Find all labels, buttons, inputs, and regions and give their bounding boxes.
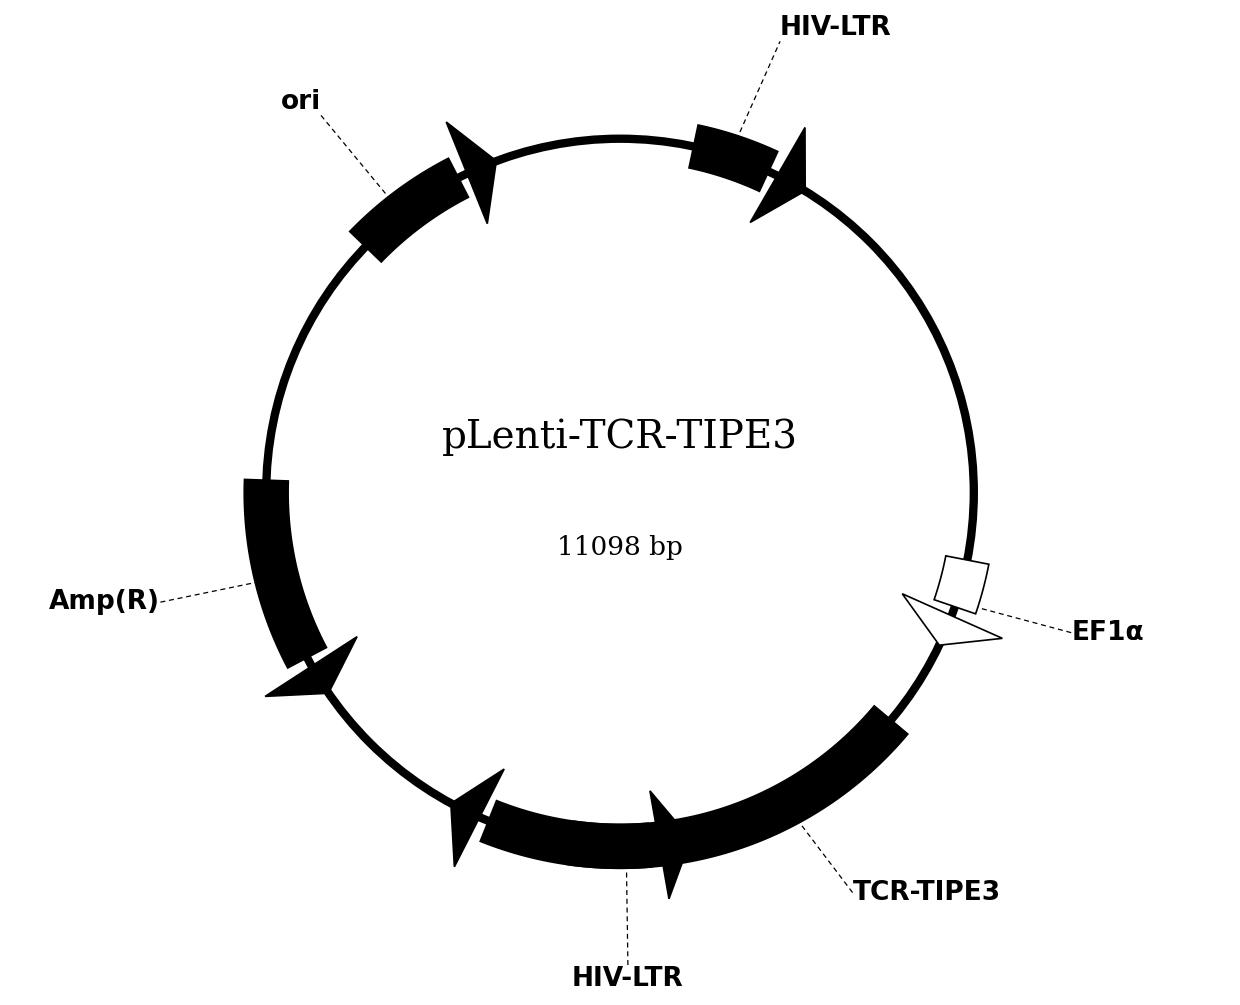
Polygon shape (568, 821, 652, 868)
Text: EF1α: EF1α (1071, 620, 1143, 645)
Text: ori: ori (280, 89, 321, 116)
Polygon shape (244, 479, 326, 668)
Polygon shape (446, 122, 496, 224)
Polygon shape (903, 594, 1002, 645)
Polygon shape (650, 791, 691, 898)
Polygon shape (689, 125, 777, 191)
Polygon shape (350, 158, 469, 262)
Polygon shape (750, 128, 805, 222)
Polygon shape (480, 706, 908, 868)
Polygon shape (265, 636, 357, 696)
Text: HIV-LTR: HIV-LTR (572, 966, 683, 992)
Text: Amp(R): Amp(R) (50, 589, 160, 615)
Polygon shape (451, 769, 505, 866)
Text: HIV-LTR: HIV-LTR (780, 15, 892, 41)
Polygon shape (934, 556, 988, 614)
Text: 11098 bp: 11098 bp (557, 535, 683, 560)
Text: pLenti-TCR-TIPE3: pLenti-TCR-TIPE3 (441, 419, 799, 456)
Text: TCR-TIPE3: TCR-TIPE3 (853, 880, 1001, 906)
